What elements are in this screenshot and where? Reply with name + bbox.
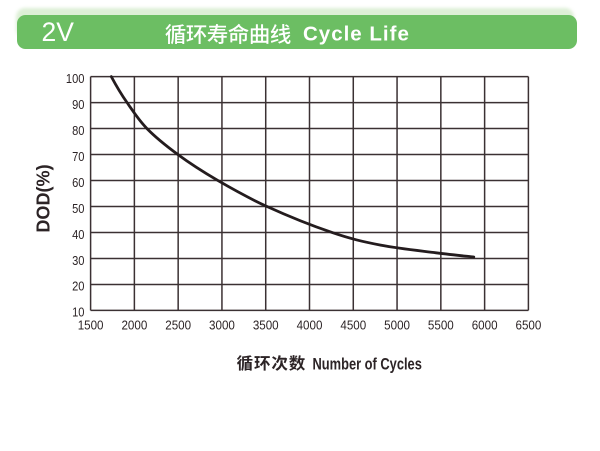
svg-text:60: 60 — [72, 175, 85, 190]
svg-text:6000: 6000 — [472, 318, 498, 333]
svg-text:5000: 5000 — [384, 318, 410, 333]
svg-text:20: 20 — [72, 279, 85, 294]
svg-text:4000: 4000 — [297, 318, 323, 333]
svg-text:1500: 1500 — [78, 318, 104, 333]
svg-text:80: 80 — [72, 123, 85, 138]
svg-text:10: 10 — [72, 305, 85, 320]
svg-text:90: 90 — [72, 97, 85, 112]
svg-text:4500: 4500 — [340, 318, 366, 333]
svg-text:2500: 2500 — [165, 318, 191, 333]
svg-text:Cycle Life: Cycle Life — [303, 22, 410, 45]
svg-text:DOD(%): DOD(%) — [34, 164, 54, 232]
svg-text:100: 100 — [66, 71, 85, 86]
svg-text:5500: 5500 — [428, 318, 454, 333]
svg-text:6500: 6500 — [515, 318, 541, 333]
svg-text:40: 40 — [72, 227, 85, 242]
svg-text:50: 50 — [72, 201, 85, 216]
svg-text:3000: 3000 — [209, 318, 235, 333]
svg-text:Number of Cycles: Number of Cycles — [313, 356, 422, 374]
svg-text:2000: 2000 — [121, 318, 147, 333]
svg-text:70: 70 — [72, 149, 85, 164]
svg-text:3500: 3500 — [253, 318, 279, 333]
svg-text:30: 30 — [72, 253, 85, 268]
